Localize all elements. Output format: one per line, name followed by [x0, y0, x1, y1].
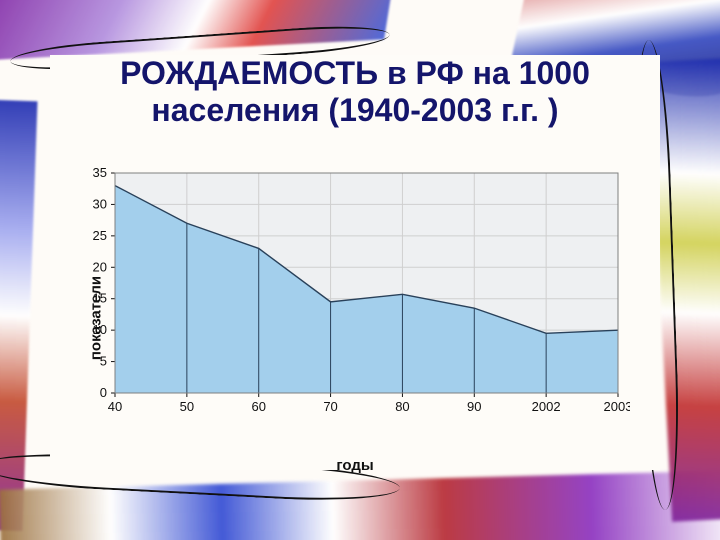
svg-text:70: 70	[323, 399, 337, 414]
svg-text:30: 30	[93, 196, 107, 211]
svg-text:90: 90	[467, 399, 481, 414]
svg-text:20: 20	[93, 259, 107, 274]
area-chart: 0510152025303540506070809020022003	[60, 165, 630, 435]
chart-title: РОЖДАЕМОСТЬ в РФ на 1000 населения (1940…	[50, 55, 660, 129]
chart-area: показатели 05101520253035405060708090200…	[60, 165, 650, 470]
chart-title-line1: РОЖДАЕМОСТЬ в РФ на 1000	[120, 55, 590, 91]
chart-x-axis-label: годы	[60, 457, 650, 474]
svg-text:25: 25	[93, 228, 107, 243]
svg-text:50: 50	[180, 399, 194, 414]
chart-y-axis-label: показатели	[88, 275, 105, 359]
svg-text:2002: 2002	[532, 399, 561, 414]
content-panel: РОЖДАЕМОСТЬ в РФ на 1000 населения (1940…	[50, 55, 660, 470]
svg-text:2003: 2003	[604, 399, 630, 414]
svg-text:40: 40	[108, 399, 122, 414]
chart-title-line2: населения (1940-2003 г.г. )	[151, 92, 558, 128]
slide: РОЖДАЕМОСТЬ в РФ на 1000 населения (1940…	[0, 0, 720, 540]
svg-text:80: 80	[395, 399, 409, 414]
svg-text:60: 60	[251, 399, 265, 414]
svg-text:0: 0	[100, 385, 107, 400]
svg-text:35: 35	[93, 165, 107, 180]
